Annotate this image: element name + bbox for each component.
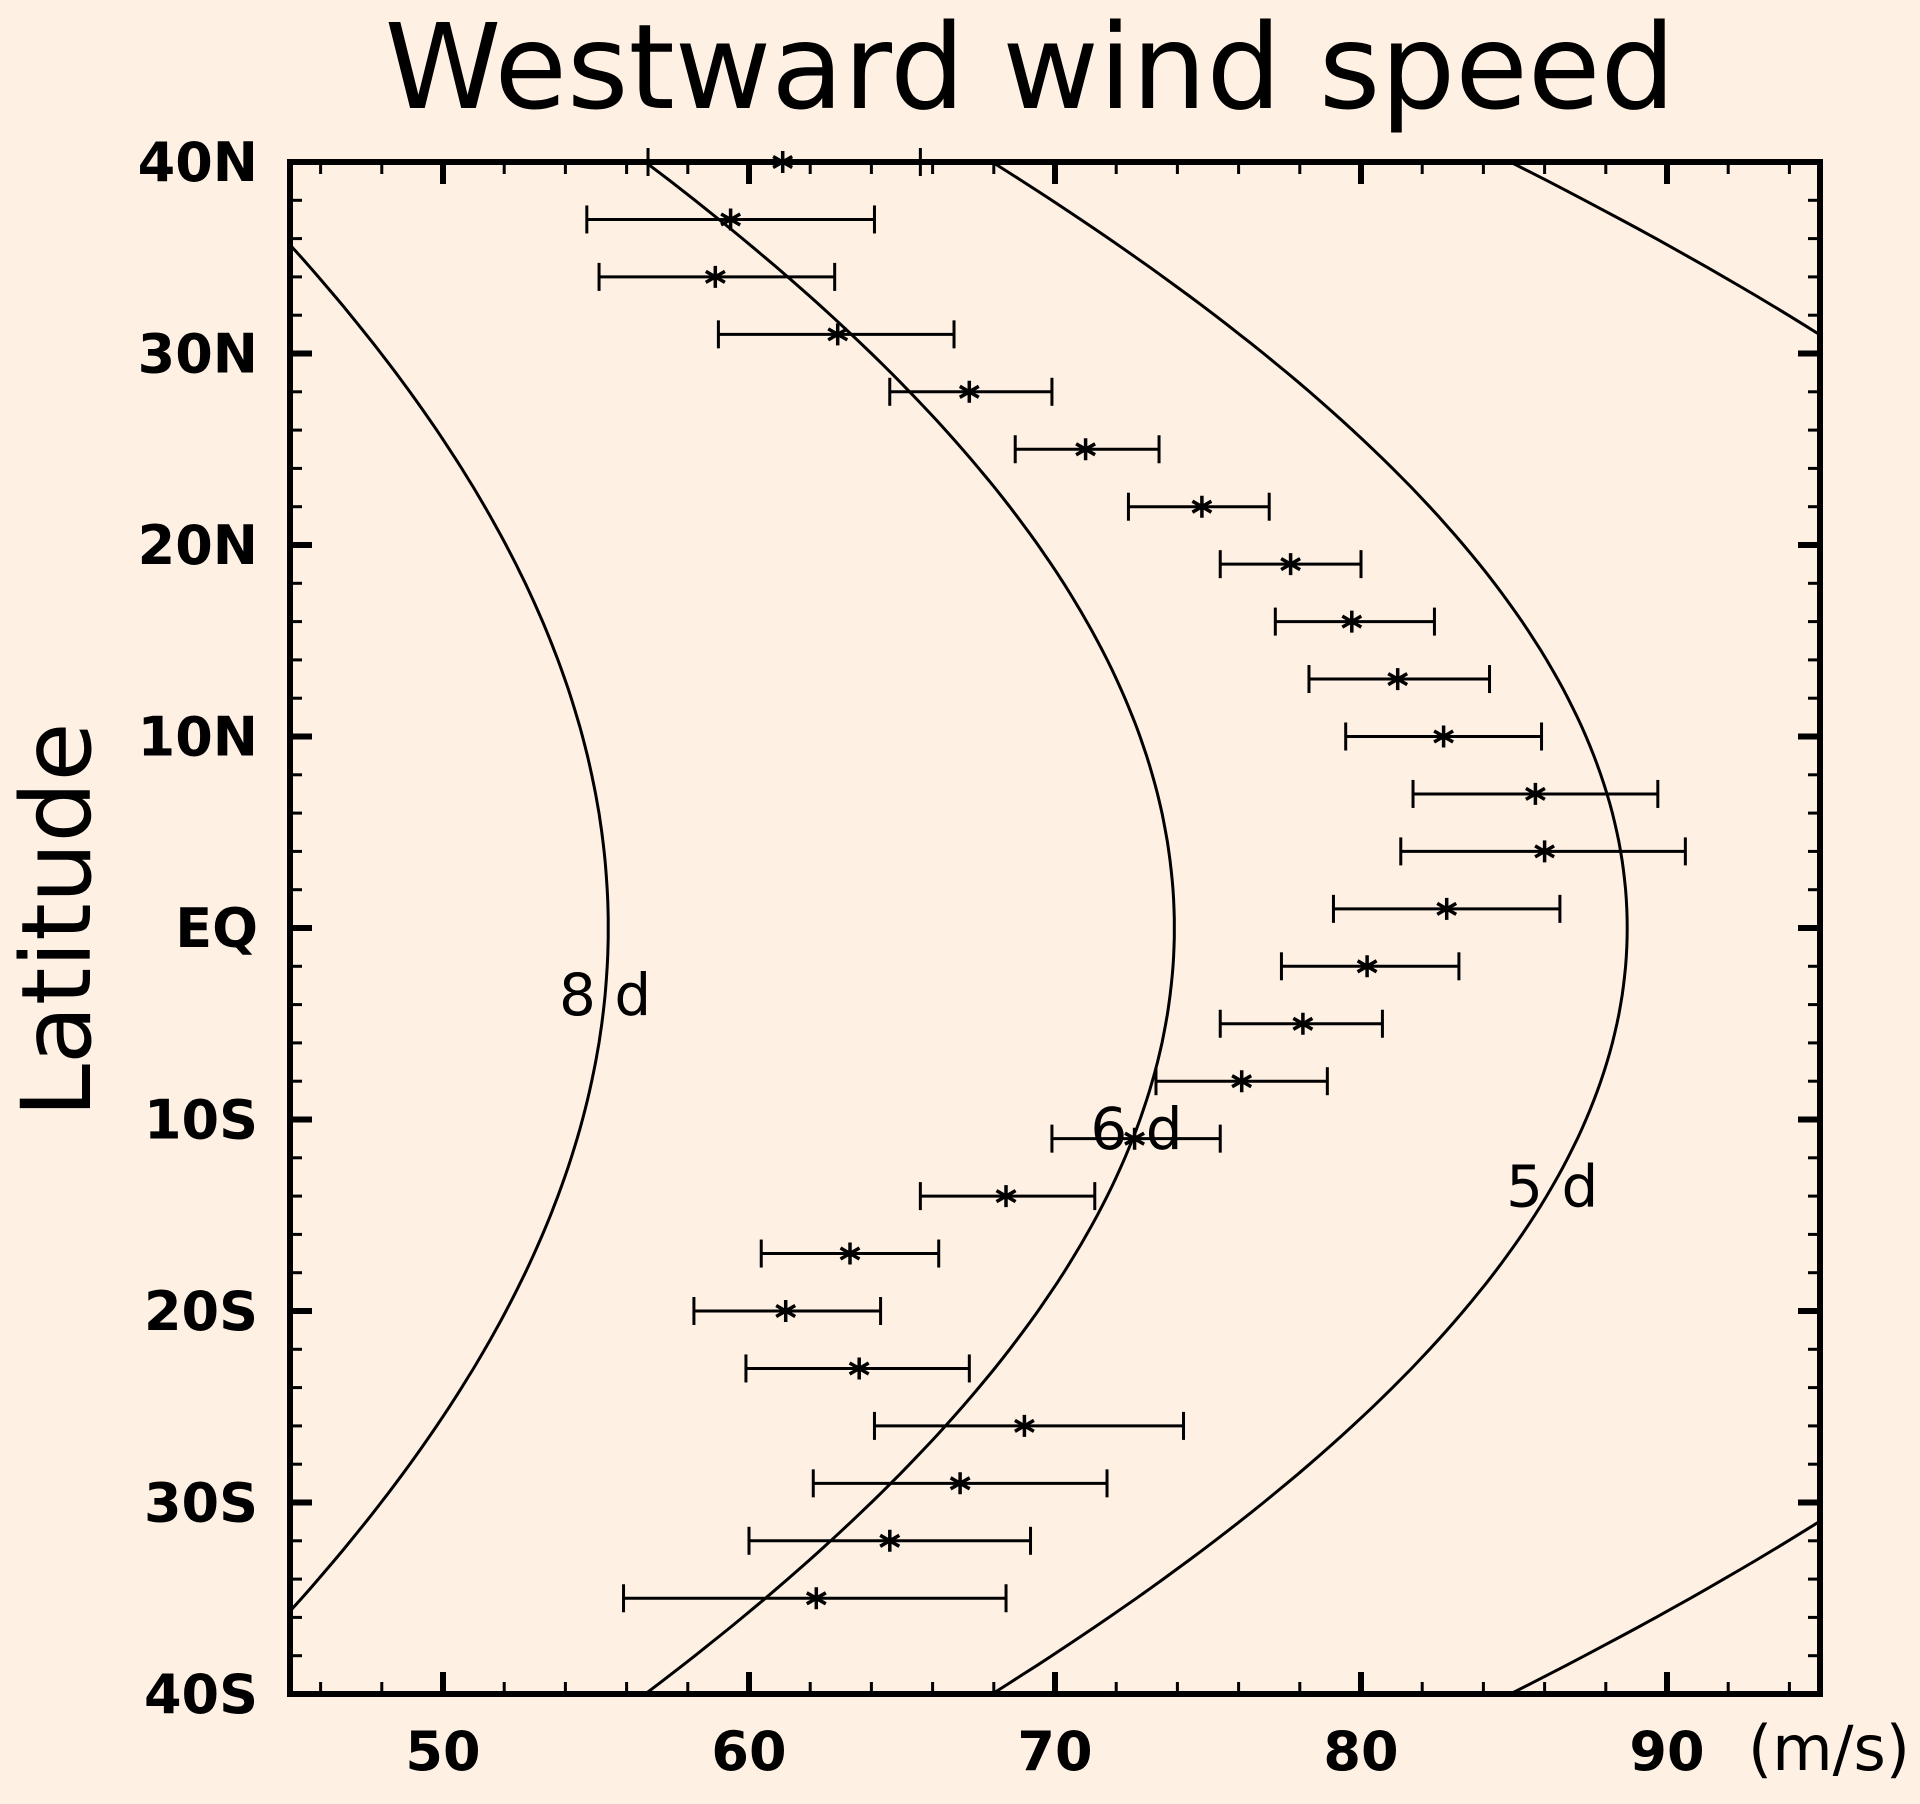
data-point [1126,492,1271,521]
data-points [585,148,1687,1613]
y-axis-label: Latitude [1,722,113,1117]
star-marker [1280,553,1301,576]
star-marker [848,1357,870,1380]
y-tick-label: 40N [138,131,258,194]
y-tick-label: 20S [144,1280,258,1343]
x-tick-label: 60 [711,1720,786,1783]
axis-ticks [290,162,1820,1694]
star-marker [1436,897,1458,920]
y-tick-label: 30N [138,323,258,386]
data-point [692,1297,883,1325]
period-curve-1 [290,242,610,1614]
star-marker [1387,668,1409,691]
star-marker [1341,610,1363,633]
data-point [1279,952,1461,981]
data-point [597,262,837,291]
y-tick-label: EQ [175,897,258,960]
star-marker [1124,1127,1145,1150]
x-tick-label: 50 [405,1720,480,1783]
period-curve-label-3: 5 d [1506,1153,1598,1221]
data-point [1399,837,1687,866]
period-curve-4 [1509,162,1820,1694]
period-curve-label-1: 8 d [559,961,651,1029]
star-marker [1231,1070,1253,1093]
data-point [585,205,876,234]
star-marker [775,1300,797,1322]
data-point [1050,1124,1222,1153]
x-tick-label: 90 [1629,1720,1704,1783]
y-tick-label: 40S [144,1663,258,1726]
data-point [1154,1067,1329,1096]
star-marker [1075,438,1096,461]
data-point [1273,607,1436,636]
star-marker [879,1529,901,1552]
star-marker [1525,782,1546,805]
star-marker [839,1242,861,1265]
star-marker [720,208,742,231]
data-point [918,1182,1097,1211]
plot-frame [287,159,1823,1697]
data-point [622,1584,1008,1613]
y-tick-label: 10N [138,706,258,769]
star-marker [805,1587,827,1610]
star-marker [704,265,726,288]
data-point [1013,435,1161,464]
x-tick-label: 80 [1323,1720,1398,1783]
star-marker [1356,955,1378,978]
data-point [1411,779,1660,808]
data-point [888,377,1054,406]
data-point [1344,722,1544,751]
chart-title: Westward wind speed [385,0,1676,136]
star-marker [1433,725,1454,748]
period-curve-3 [991,162,1629,1694]
data-point [1218,1009,1384,1038]
y-tick-label: 20N [138,514,258,577]
data-point [1218,550,1363,579]
period-curve-2 [644,162,1176,1694]
x-axis-unit: (m/s) [1748,1712,1910,1785]
star-marker [1191,495,1213,518]
star-marker [958,380,980,403]
data-point [1307,665,1492,694]
x-tick-label: 70 [1017,1720,1092,1783]
data-point [744,1354,971,1383]
star-marker [1014,1414,1035,1437]
data-point [716,320,956,349]
data-point [759,1239,941,1268]
data-point [747,1526,1033,1555]
data-point [811,1469,1109,1498]
axis-tick-labels: 50 60 70 80 90 40N 30N 20N 10N EQ 10S 20S 30S 40S [138,131,1705,1783]
period-curve-labels: 8 d 6 d 5 d [559,961,1598,1221]
period-curve-label-2: 6 d [1090,1095,1182,1163]
data-point [872,1411,1186,1440]
star-marker [827,323,849,346]
y-tick-label: 10S [144,1089,258,1152]
y-tick-label: 30S [144,1472,258,1535]
period-curves [290,162,1820,1694]
star-marker [1292,1012,1314,1035]
star-marker [995,1185,1017,1208]
star-marker [1534,840,1555,863]
data-point [1331,894,1562,923]
star-marker [949,1472,971,1495]
